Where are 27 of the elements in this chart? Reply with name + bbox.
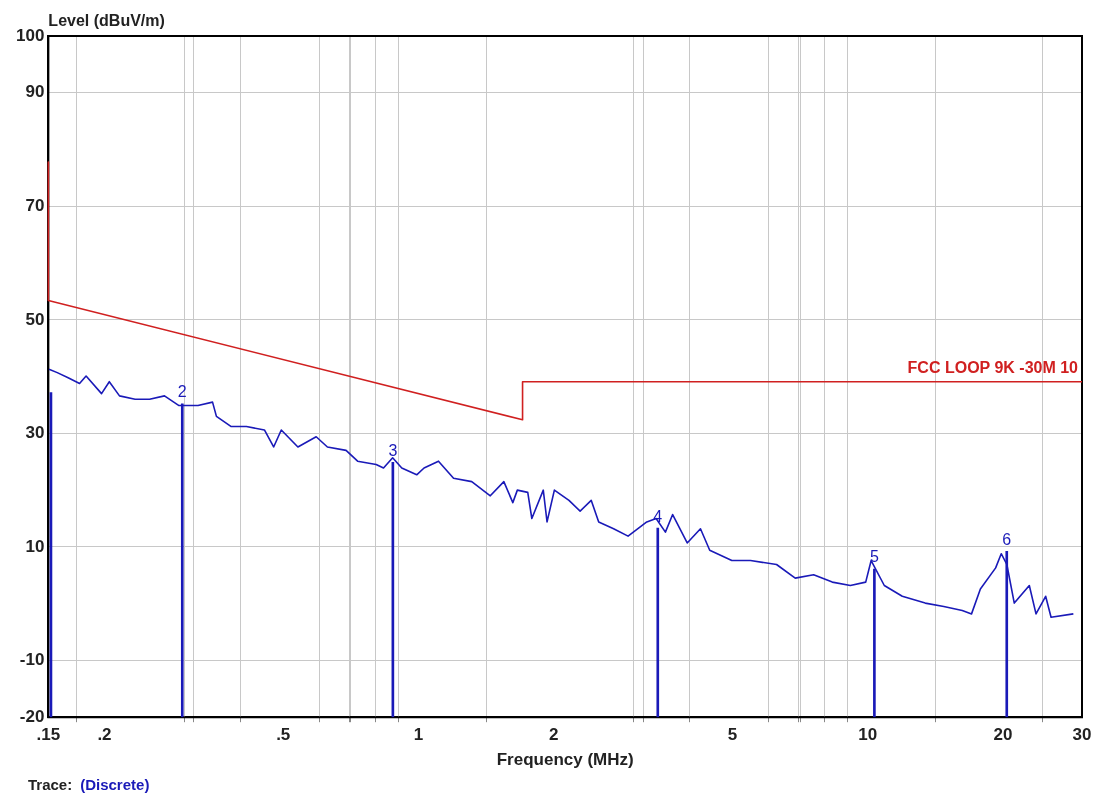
y-axis-title: Level (dBuV/m) (48, 12, 165, 30)
x-tick-label: .5 (276, 725, 291, 745)
annotation: 2 (177, 383, 187, 401)
x-tick-label: .15 (36, 725, 61, 745)
x-tick-label: 2 (548, 725, 559, 745)
x-axis-title: Frequency (MHz) (496, 750, 634, 770)
y-tick-label: 10 (25, 536, 45, 556)
text: (Discrete) (80, 775, 150, 793)
x-tick-label: 30 (1072, 725, 1092, 745)
text: Trace: (28, 775, 73, 793)
series-label: FCC LOOP 9K -30M 10 (907, 359, 1079, 377)
x-tick-label: 20 (993, 725, 1013, 745)
annotation: 3 (388, 441, 398, 459)
x-tick-label: 10 (858, 725, 878, 745)
y-tick-label: 90 (25, 82, 45, 102)
y-tick-label: -10 (19, 650, 45, 670)
y-tick-label: 50 (25, 309, 45, 329)
y-tick-label: 70 (25, 195, 45, 215)
y-tick-label: 30 (25, 423, 45, 443)
x-tick-label: .2 (97, 725, 112, 745)
annotation: 5 (869, 548, 879, 566)
x-tick-label: 1 (413, 725, 424, 745)
y-tick-label: -20 (19, 706, 45, 726)
annotation: 4 (653, 507, 663, 525)
annotation: 6 (1002, 530, 1012, 548)
x-tick-label: 5 (727, 725, 738, 745)
y-tick-label: 100 (15, 25, 45, 45)
